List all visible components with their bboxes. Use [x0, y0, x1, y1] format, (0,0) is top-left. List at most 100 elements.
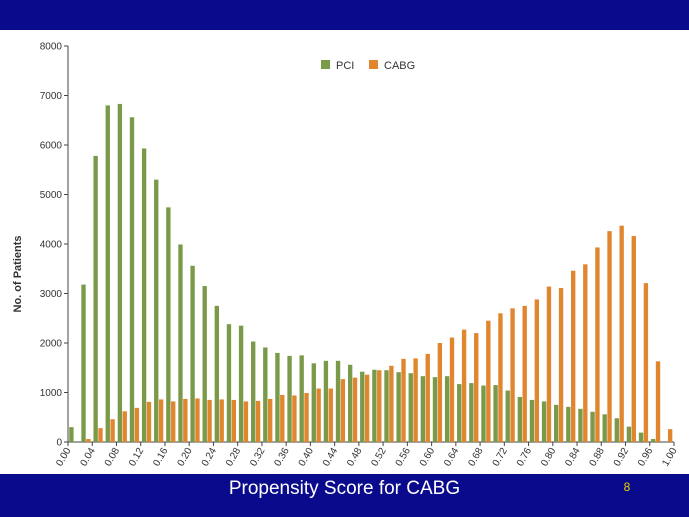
bar-cabg — [607, 231, 612, 442]
bar-pci — [129, 117, 135, 442]
bar-pci — [287, 355, 292, 442]
bar-cabg — [146, 401, 152, 442]
y-tick-label: 0 — [56, 438, 62, 449]
bar-cabg — [486, 320, 491, 442]
bar-cabg — [183, 398, 188, 442]
bar-cabg — [401, 358, 406, 442]
bar-cabg — [498, 313, 503, 442]
bar-cabg — [207, 399, 212, 442]
bar-cabg — [546, 286, 552, 442]
bar-pci — [117, 103, 123, 442]
bar-pci — [81, 284, 86, 442]
slide-number: 8 — [623, 480, 631, 494]
bar-pci — [614, 418, 619, 442]
bar-cabg — [437, 343, 443, 442]
y-tick-label: 1000 — [40, 388, 63, 399]
bar-pci — [602, 414, 607, 442]
bar-pci — [154, 179, 159, 442]
bar-pci — [638, 432, 644, 442]
bar-pci — [505, 390, 510, 442]
bar-pci — [469, 383, 474, 442]
bar-pci — [323, 360, 329, 442]
bar-cabg — [134, 407, 140, 442]
x-tick-label: 0.52 — [369, 446, 388, 469]
bar-cabg — [219, 399, 224, 442]
bar-cabg — [655, 361, 661, 442]
x-tick-label: 0.64 — [442, 446, 461, 469]
y-axis-label: No. of Patients — [12, 235, 24, 312]
bar-cabg — [255, 400, 261, 442]
x-tick-label: 0.40 — [297, 446, 316, 469]
bar-cabg — [534, 299, 539, 442]
bar-cabg — [158, 399, 164, 442]
bar-cabg — [328, 388, 333, 442]
bar-pci — [554, 404, 559, 442]
bar-cabg — [267, 398, 273, 442]
bar-cabg — [474, 333, 479, 442]
x-tick-label: 0.32 — [248, 446, 267, 469]
bar-pci — [275, 352, 280, 442]
bar-pci — [650, 439, 656, 442]
bar-cabg — [195, 398, 200, 442]
bar-cabg — [389, 365, 394, 442]
x-tick-label: 0.92 — [612, 446, 631, 469]
bar-cabg — [304, 392, 309, 442]
bar-pci — [396, 372, 401, 442]
x-tick-label: 1.00 — [660, 446, 679, 469]
bar-cabg — [643, 283, 649, 442]
bar-cabg — [377, 370, 382, 442]
x-tick-label: 0.28 — [224, 446, 243, 469]
bar-cabg — [171, 401, 176, 442]
legend-label-pci: PCI — [336, 60, 354, 72]
legend-swatch-cabg — [369, 60, 378, 69]
x-tick-label: 0.80 — [539, 446, 558, 469]
bar-pci — [347, 364, 353, 442]
x-tick-label: 0.72 — [491, 446, 510, 469]
bar-pci — [541, 401, 547, 442]
bar-pci — [190, 265, 195, 442]
x-tick-label: 0.44 — [321, 446, 340, 469]
x-tick-label: 0.12 — [127, 446, 146, 469]
bar-cabg — [595, 247, 600, 442]
bar-pci — [166, 207, 171, 442]
x-axis-title: Propensity Score for CABG — [228, 478, 461, 499]
bar-cabg — [413, 358, 418, 442]
bar-pci — [517, 396, 523, 442]
bar-cabg — [425, 353, 430, 442]
bar-pci — [238, 325, 244, 442]
x-tick-label: 0.24 — [200, 446, 219, 469]
x-tick-label: 0.88 — [588, 446, 607, 469]
bar-pci — [566, 406, 571, 442]
bar-pci — [335, 360, 341, 442]
y-tick-label: 6000 — [40, 141, 63, 152]
bar-pci — [444, 376, 450, 442]
bar-cabg — [631, 236, 636, 442]
x-tick-label: 0.16 — [151, 446, 170, 469]
bar-pci — [214, 305, 220, 442]
x-axis: 0.00 0.04 0.08 0.12 0.16 0.20 0.24 0.28 0.32 0.36… — [54, 441, 680, 469]
bar-cabg — [619, 225, 624, 442]
x-tick-label: 0.04 — [79, 446, 98, 469]
bar-pci — [590, 411, 595, 442]
bar-cabg — [243, 401, 249, 442]
y-tick-label: 2000 — [40, 339, 63, 350]
x-tick-label: 0.56 — [394, 446, 413, 469]
bar-pci — [141, 148, 147, 442]
bar-cabg — [449, 337, 455, 442]
slide-footer — [0, 474, 689, 517]
bar-cabg — [522, 305, 527, 442]
bar-pci — [311, 363, 316, 442]
bar-pci — [384, 370, 389, 442]
y-tick-label: 8000 — [40, 42, 63, 53]
y-tick-label: 3000 — [40, 289, 63, 300]
bar-pci — [420, 376, 426, 442]
bar-pci — [372, 369, 377, 442]
bar-cabg — [461, 329, 467, 442]
legend-label-cabg: CABG — [384, 60, 415, 72]
bar-cabg — [364, 374, 370, 442]
x-tick-label: 0.48 — [345, 446, 364, 469]
bar-pci — [626, 426, 632, 442]
bar-cabg — [510, 308, 515, 442]
bar-cabg — [231, 399, 236, 442]
bar-pci — [299, 355, 304, 442]
